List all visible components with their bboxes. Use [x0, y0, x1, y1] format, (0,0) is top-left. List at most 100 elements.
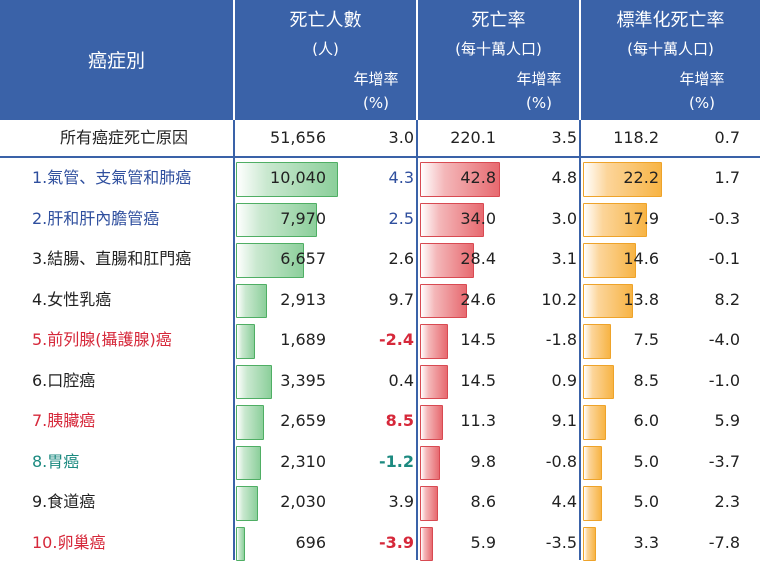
total-row-divider	[0, 156, 760, 158]
std-value: 14.6	[623, 249, 659, 269]
std-bar	[583, 202, 648, 237]
rate-value: 14.5	[460, 330, 496, 350]
rate-bar	[420, 445, 440, 480]
deaths-value: 6,657	[280, 249, 326, 269]
std-growth-value: 8.2	[714, 289, 740, 309]
deaths-growth-value: 8.5	[385, 411, 414, 431]
std-bar	[583, 162, 662, 197]
std-growth-value: -4.0	[708, 330, 740, 350]
rate-growth-value: 10.2	[541, 289, 577, 309]
header-std-unit: (每十萬人口)	[627, 40, 714, 58]
header-rate-title: 死亡率	[471, 10, 526, 31]
rate-growth-value: 4.4	[551, 492, 577, 512]
std-bar	[583, 486, 603, 521]
deaths-value: 3,395	[280, 370, 326, 390]
std-bar	[583, 445, 603, 480]
deaths-value: 10,040	[270, 168, 326, 188]
header-std-growth-unit: (%)	[689, 94, 715, 112]
total-label: 所有癌症死亡原因	[60, 128, 189, 147]
deaths-growth-value: 2.5	[388, 208, 414, 228]
cancer-label: 9.食道癌	[32, 492, 96, 512]
std-value: 22.2	[623, 168, 659, 188]
header-deaths-growth-label: 年增率	[353, 70, 399, 88]
cancer-label: 2.肝和肝內膽管癌	[32, 208, 160, 228]
rate-value: 5.9	[470, 532, 496, 552]
header-std-bg	[581, 0, 760, 120]
deaths-value: 696	[295, 532, 326, 552]
header-rate-bg	[418, 0, 579, 120]
deaths-bar	[236, 445, 261, 480]
deaths-growth-value: -3.9	[379, 532, 414, 552]
rate-value: 9.8	[470, 451, 496, 471]
rate-value: 42.8	[460, 168, 496, 188]
rate-value: 14.5	[460, 370, 496, 390]
deaths-value: 2,659	[280, 411, 326, 431]
rate-bar	[420, 324, 449, 359]
std-value: 5.0	[633, 492, 659, 512]
deaths-value: 2,310	[280, 451, 326, 471]
deaths-value: 7,970	[280, 208, 326, 228]
header-rate-growth-label: 年增率	[516, 70, 562, 88]
deaths-bar	[236, 202, 318, 237]
cancer-label: 6.口腔癌	[32, 370, 96, 390]
rate-growth-value: -1.8	[545, 330, 577, 350]
std-growth-value: -7.8	[708, 532, 740, 552]
rate-growth-value: 3.1	[551, 249, 577, 269]
std-value: 7.5	[633, 330, 659, 350]
cancer-label: 1.氣管、支氣管和肺癌	[32, 168, 192, 188]
header-std-growth-label: 年增率	[679, 70, 725, 88]
deaths-bar	[236, 283, 267, 318]
header-deaths-unit: (人)	[312, 40, 339, 58]
deaths-value: 2,913	[280, 289, 326, 309]
deaths-growth-value: 3.9	[388, 492, 414, 512]
total-deaths: 51,656	[270, 128, 326, 147]
std-bar	[583, 405, 606, 440]
std-value: 6.0	[633, 411, 659, 431]
deaths-bar	[236, 324, 255, 359]
std-growth-value: 1.7	[714, 168, 740, 188]
std-bar	[583, 243, 636, 278]
cancer-label: 5.前列腺(攝護腺)癌	[32, 330, 172, 350]
cancer-label: 8.胃癌	[32, 451, 80, 471]
std-growth-value: 2.3	[714, 492, 740, 512]
deaths-value: 2,030	[280, 492, 326, 512]
rate-bar	[420, 364, 449, 399]
deaths-growth-value: 0.4	[388, 370, 414, 390]
rate-value: 11.3	[460, 411, 496, 431]
rate-bar	[420, 283, 467, 318]
std-value: 5.0	[633, 451, 659, 471]
header-category: 癌症別	[87, 50, 145, 72]
total-std: 118.2	[613, 128, 659, 147]
deaths-growth-value: -1.2	[379, 451, 414, 471]
std-growth-value: -3.7	[708, 451, 740, 471]
deaths-growth-value: 2.6	[388, 249, 414, 269]
rate-growth-value: 3.0	[551, 208, 577, 228]
std-bar	[583, 526, 597, 561]
rate-bar	[420, 162, 500, 197]
deaths-bar	[236, 162, 338, 197]
cancer-label: 7.胰臟癌	[32, 411, 96, 431]
rate-bar	[420, 526, 433, 561]
deaths-bar	[236, 243, 305, 278]
cancer-label: 3.結腸、直腸和肛門癌	[32, 249, 192, 269]
column-divider	[416, 120, 418, 560]
deaths-bar	[236, 486, 259, 521]
deaths-growth-value: 4.3	[388, 168, 414, 188]
total-deaths-growth: 3.0	[388, 128, 414, 147]
std-bar	[583, 324, 611, 359]
rate-bar	[420, 405, 443, 440]
header-rate-unit: (每十萬人口)	[455, 40, 542, 58]
std-bar	[583, 283, 633, 318]
rate-growth-value: 0.9	[551, 370, 577, 390]
cancer-label: 10.卵巢癌	[32, 532, 106, 552]
column-divider	[233, 120, 235, 560]
rate-growth-value: 4.8	[551, 168, 577, 188]
rate-growth-value: -3.5	[545, 532, 577, 552]
deaths-bar	[236, 405, 265, 440]
std-value: 3.3	[633, 532, 659, 552]
header-deaths-title: 死亡人數	[289, 10, 362, 31]
column-divider	[579, 120, 581, 560]
total-std-growth: 0.7	[714, 128, 740, 147]
rate-bar	[420, 486, 438, 521]
header-rate-growth-unit: (%)	[526, 94, 552, 112]
